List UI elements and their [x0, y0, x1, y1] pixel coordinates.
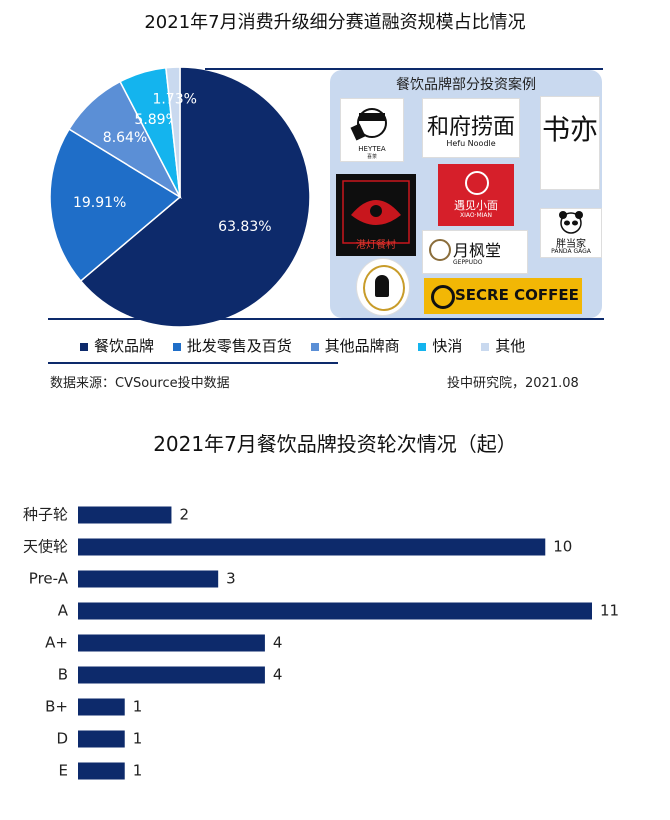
- bar-1: [78, 538, 546, 556]
- legend-item-food: 餐饮品牌: [80, 335, 154, 356]
- pie-label-4: 1.73%: [152, 92, 196, 108]
- bar-value-label-8: 1: [133, 762, 143, 780]
- bar-chart: 种子轮 2 天使轮 10 Pre-A 3 A 11 A+ 4 B 4 B+ 1 D 1 E 1: [23, 506, 619, 780]
- pie-slice-0: [79, 66, 311, 328]
- bar-value-label-7: 1: [133, 730, 143, 748]
- pie-label-2: 8.64%: [103, 130, 147, 146]
- bar-category-label-4: A+: [45, 634, 68, 652]
- bar-category-label-0: 种子轮: [23, 506, 68, 524]
- hefu-noodle-logo: 和府捞面 Hefu Noodle: [422, 98, 520, 158]
- divider-top: [205, 68, 603, 70]
- pie-label-1: 19.91%: [73, 195, 126, 211]
- bar-value-label-6: 1: [133, 698, 143, 716]
- bar-category-label-6: B+: [45, 698, 68, 716]
- bar-6: [78, 698, 125, 716]
- pie-slice-1: [49, 128, 182, 282]
- pie-label-3: 5.89%: [134, 112, 178, 128]
- divider-bottom: [48, 318, 604, 320]
- investment-cases-title: 餐饮品牌部分投资案例: [396, 77, 536, 93]
- round-badge-logo: [356, 258, 410, 316]
- data-source: 数据来源：CVSource投中数据: [50, 376, 230, 391]
- gangtang-logo: 港灯餐村: [336, 174, 416, 256]
- bar-8: [78, 762, 125, 780]
- bar-chart-title: 2021年7月餐饮品牌投资轮次情况（起）: [153, 432, 517, 456]
- investment-cases-panel: 餐饮品牌部分投资案例 HEYTEA 喜茶 和府捞面 Hefu Noodle 书亦…: [330, 70, 602, 318]
- bar-category-label-5: B: [58, 666, 68, 684]
- legend-item-retail: 批发零售及百货: [172, 335, 292, 356]
- bar-category-label-7: D: [56, 730, 68, 748]
- data-credit: 投中研究院，2021.08: [447, 376, 579, 391]
- bar-0: [78, 506, 172, 524]
- bar-2: [78, 570, 219, 588]
- bar-5: [78, 666, 265, 684]
- xiaomian-logo: 遇见小面 XIAO·MIAN: [438, 164, 514, 226]
- bar-category-label-1: 天使轮: [23, 538, 68, 556]
- bar-category-label-3: A: [58, 602, 69, 620]
- legend-item-other-brand: 其他品牌商: [310, 335, 400, 356]
- brand-logo-calligraphy: 书亦: [540, 96, 600, 190]
- pie-label-0: 63.83%: [218, 219, 271, 235]
- geppudo-logo: 月枫堂 GEPPUDO: [422, 230, 528, 274]
- pie-chart-title: 2021年7月消费升级细分赛道融资规模占比情况: [144, 12, 526, 33]
- pie-slice-4: [165, 66, 181, 198]
- pandagaga-logo: 胖当家 PANDA GAGA: [540, 208, 602, 258]
- bar-category-label-2: Pre-A: [29, 570, 69, 588]
- bar-value-label-3: 11: [600, 602, 619, 620]
- legend-item-other: 其他: [481, 335, 525, 356]
- bar-value-label-5: 4: [273, 666, 283, 684]
- bar-value-label-2: 3: [226, 570, 236, 588]
- bar-value-label-1: 10: [553, 538, 572, 556]
- heytea-logo: HEYTEA 喜茶: [340, 98, 404, 162]
- pie-chart: 63.83% 19.91% 8.64% 5.89% 1.73%: [49, 66, 311, 328]
- bar-7: [78, 730, 125, 748]
- legend-item-fmcg: 快消: [418, 335, 462, 356]
- divider-source: [48, 362, 338, 364]
- pie-legend: 餐饮品牌 批发零售及百货 其他品牌商 快消 其他: [80, 335, 539, 355]
- bar-3: [78, 602, 592, 620]
- bar-category-label-8: E: [59, 762, 68, 780]
- bar-value-label-0: 2: [179, 506, 189, 524]
- bar-value-label-4: 4: [273, 634, 283, 652]
- secre-coffee-logo: SECRE COFFEE: [424, 278, 582, 314]
- bar-4: [78, 634, 265, 652]
